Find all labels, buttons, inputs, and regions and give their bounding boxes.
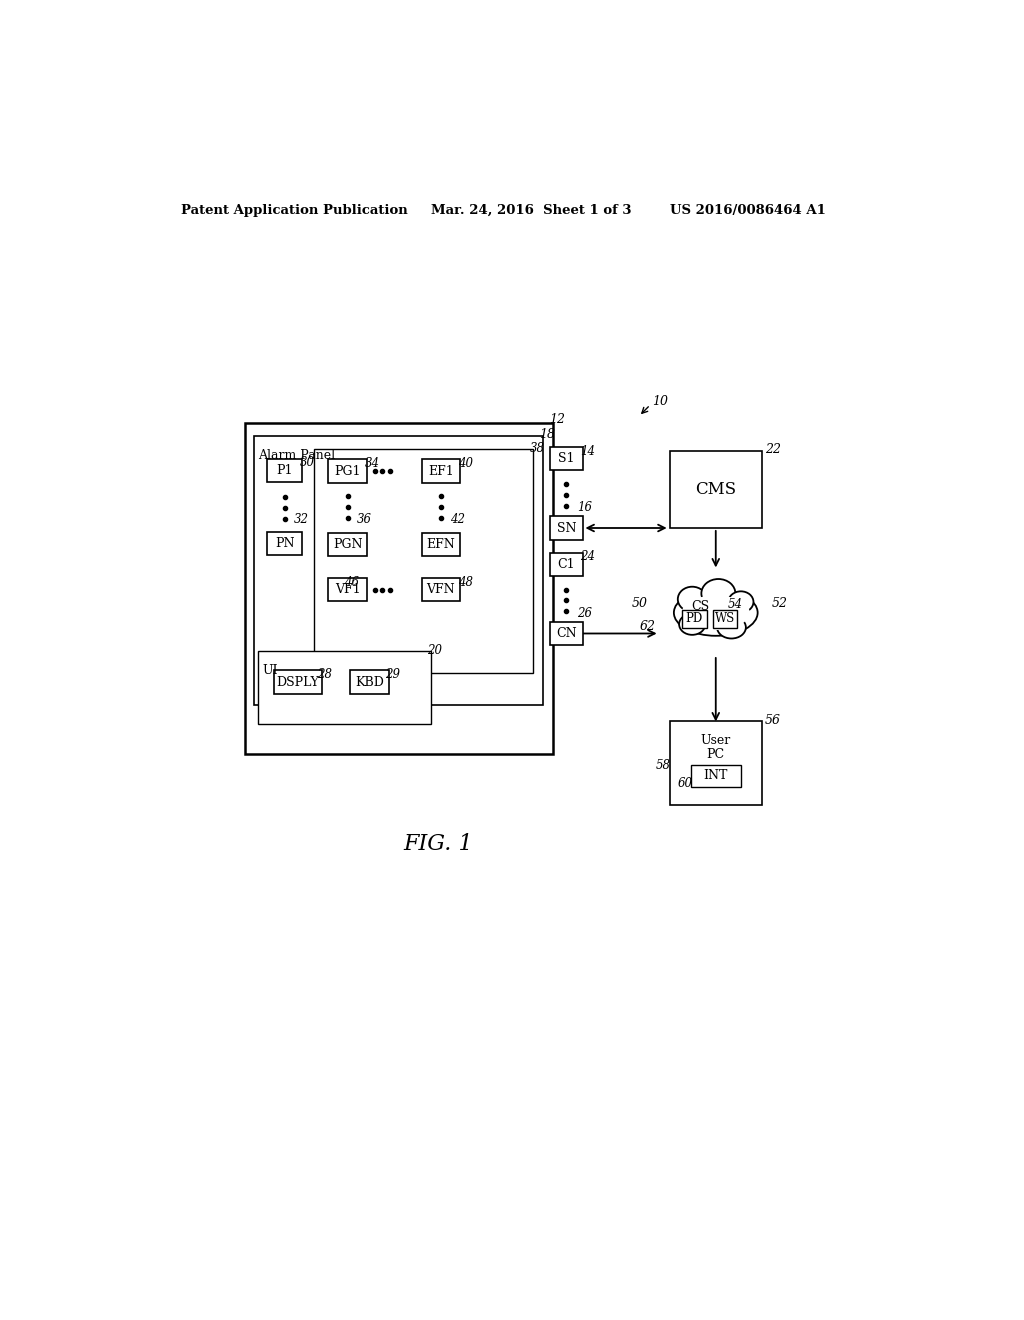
Text: PC: PC bbox=[707, 748, 725, 762]
Text: C1: C1 bbox=[557, 557, 575, 570]
Bar bbox=[254, 436, 543, 705]
Bar bbox=[691, 766, 740, 787]
Bar bbox=[267, 459, 302, 482]
Bar bbox=[550, 553, 583, 576]
Text: S1: S1 bbox=[558, 453, 574, 465]
Text: INT: INT bbox=[703, 770, 728, 783]
Text: EF1: EF1 bbox=[428, 465, 454, 478]
Text: 24: 24 bbox=[581, 550, 595, 564]
Text: User: User bbox=[700, 734, 731, 747]
Bar bbox=[329, 578, 367, 601]
Text: P1: P1 bbox=[276, 463, 293, 477]
Bar bbox=[258, 651, 431, 725]
Text: VFN: VFN bbox=[427, 583, 456, 597]
Bar bbox=[422, 578, 460, 601]
Text: Patent Application Publication: Patent Application Publication bbox=[180, 205, 408, 218]
Ellipse shape bbox=[701, 579, 735, 609]
Text: US 2016/0086464 A1: US 2016/0086464 A1 bbox=[670, 205, 825, 218]
Text: 38: 38 bbox=[529, 442, 545, 455]
Text: 56: 56 bbox=[764, 714, 780, 727]
Text: SN: SN bbox=[557, 521, 577, 535]
Text: CS: CS bbox=[691, 601, 710, 612]
Text: 22: 22 bbox=[765, 444, 781, 457]
Text: Mar. 24, 2016  Sheet 1 of 3: Mar. 24, 2016 Sheet 1 of 3 bbox=[431, 205, 632, 218]
Bar bbox=[550, 622, 583, 645]
Text: 46: 46 bbox=[344, 576, 358, 589]
Text: FIG. 1: FIG. 1 bbox=[403, 833, 473, 855]
Text: 40: 40 bbox=[458, 457, 473, 470]
Text: 48: 48 bbox=[458, 576, 473, 589]
Ellipse shape bbox=[682, 595, 750, 630]
Text: 62: 62 bbox=[640, 620, 655, 634]
Ellipse shape bbox=[728, 591, 754, 612]
Text: CMS: CMS bbox=[695, 480, 736, 498]
Bar bbox=[670, 721, 762, 805]
Ellipse shape bbox=[679, 614, 706, 635]
Text: PN: PN bbox=[274, 537, 294, 550]
Text: VF1: VF1 bbox=[335, 583, 360, 597]
Text: EFN: EFN bbox=[426, 539, 456, 552]
Ellipse shape bbox=[678, 586, 707, 611]
Bar bbox=[550, 516, 583, 540]
Text: UI: UI bbox=[262, 664, 278, 677]
Text: PG1: PG1 bbox=[335, 465, 360, 478]
Text: DSPLY: DSPLY bbox=[276, 676, 319, 689]
Text: 14: 14 bbox=[581, 445, 595, 458]
Ellipse shape bbox=[674, 590, 758, 636]
Text: 42: 42 bbox=[451, 513, 465, 527]
Text: 28: 28 bbox=[316, 668, 332, 681]
Text: KBD: KBD bbox=[355, 676, 384, 689]
Text: CN: CN bbox=[556, 627, 577, 640]
Bar bbox=[550, 447, 583, 470]
Bar bbox=[329, 459, 367, 483]
Text: 26: 26 bbox=[578, 607, 592, 619]
Text: 52: 52 bbox=[772, 598, 788, 610]
Text: 16: 16 bbox=[578, 502, 592, 513]
Text: 32: 32 bbox=[294, 512, 309, 525]
Ellipse shape bbox=[717, 616, 745, 639]
Text: PGN: PGN bbox=[333, 539, 362, 552]
Text: 58: 58 bbox=[655, 759, 671, 772]
Bar bbox=[267, 532, 302, 554]
Bar bbox=[273, 671, 322, 693]
Bar bbox=[329, 533, 367, 557]
Bar bbox=[670, 451, 762, 528]
Bar bbox=[245, 422, 553, 754]
Text: 34: 34 bbox=[365, 457, 380, 470]
Text: 20: 20 bbox=[427, 644, 442, 656]
Bar bbox=[713, 610, 737, 628]
Text: 54: 54 bbox=[727, 598, 742, 611]
Text: 12: 12 bbox=[549, 413, 564, 426]
Text: 29: 29 bbox=[385, 668, 399, 681]
Text: 50: 50 bbox=[632, 598, 648, 610]
Text: 36: 36 bbox=[357, 513, 372, 527]
Text: WS: WS bbox=[715, 612, 735, 626]
Text: 60: 60 bbox=[677, 777, 692, 791]
Text: Alarm Panel: Alarm Panel bbox=[258, 449, 336, 462]
Bar bbox=[682, 610, 707, 628]
Bar bbox=[350, 671, 388, 693]
Text: PD: PD bbox=[686, 612, 702, 626]
Bar bbox=[422, 533, 460, 557]
Bar bbox=[422, 459, 460, 483]
Text: 30: 30 bbox=[300, 457, 315, 470]
Text: 18: 18 bbox=[539, 428, 555, 441]
Text: 10: 10 bbox=[652, 395, 669, 408]
Bar bbox=[313, 449, 534, 673]
